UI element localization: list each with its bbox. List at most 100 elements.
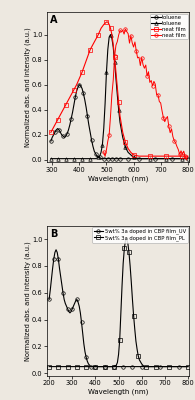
toluene <box>170 156 173 161</box>
toluene <box>119 120 121 125</box>
Legend: toluene, toluene, neat film, neat film: toluene, toluene, neat film, neat film <box>150 14 188 39</box>
neat film <box>65 102 67 107</box>
neat film <box>86 55 89 60</box>
toluene <box>100 150 102 155</box>
neat film <box>181 154 183 158</box>
neat film <box>112 42 114 47</box>
toluene <box>84 156 86 161</box>
neat film <box>100 26 102 31</box>
Line: toluene: toluene <box>49 33 190 160</box>
neat film <box>124 140 127 145</box>
neat film <box>73 87 75 92</box>
toluene <box>50 156 52 161</box>
Line: neat film: neat film <box>49 20 190 158</box>
neat film <box>57 117 59 122</box>
neat film <box>154 154 156 158</box>
toluene <box>98 154 101 158</box>
neat film <box>107 20 109 24</box>
neat film <box>67 97 70 102</box>
toluene <box>105 70 108 74</box>
neat film <box>92 42 94 47</box>
neat film <box>149 154 151 158</box>
toluene <box>187 156 189 161</box>
5wt% 3a doped in CBP film_UV <box>178 364 180 369</box>
5wt% 3a doped in CBP film_PL <box>48 364 50 369</box>
Line: toluene: toluene <box>49 83 190 160</box>
neat film <box>143 154 146 158</box>
Text: A: A <box>50 15 57 25</box>
neat film <box>81 70 83 74</box>
neat film <box>130 150 132 155</box>
toluene <box>92 144 94 148</box>
toluene <box>67 156 70 161</box>
neat film <box>97 32 99 37</box>
neat film <box>187 154 189 158</box>
neat film <box>184 154 186 158</box>
toluene <box>50 139 52 144</box>
5wt% 3a doped in CBP film_PL <box>178 364 180 369</box>
neat film <box>115 70 117 74</box>
toluene <box>103 126 105 131</box>
neat film <box>70 92 72 97</box>
neat film <box>176 154 178 158</box>
5wt% 3a doped in CBP film_UV <box>48 297 50 302</box>
toluene <box>130 152 132 157</box>
neat film <box>130 33 132 38</box>
toluene <box>94 156 97 161</box>
toluene <box>59 156 62 161</box>
neat film <box>121 130 124 135</box>
toluene <box>181 156 183 161</box>
neat film <box>89 47 91 52</box>
Y-axis label: Normalized abs. and intensity (a.u.): Normalized abs. and intensity (a.u.) <box>24 241 31 361</box>
toluene <box>132 155 135 160</box>
toluene <box>57 156 59 161</box>
toluene <box>160 156 162 161</box>
toluene <box>60 132 63 137</box>
toluene <box>89 156 91 161</box>
5wt% 3a doped in CBP film_UV <box>187 364 189 369</box>
neat film <box>116 85 119 90</box>
5wt% 3a doped in CBP film_PL <box>120 310 122 315</box>
neat film <box>51 128 53 132</box>
neat film <box>117 100 120 105</box>
toluene <box>117 107 120 112</box>
toluene <box>143 156 146 161</box>
5wt% 3a doped in CBP film_PL <box>187 364 189 369</box>
5wt% 3a doped in CBP film_PL <box>92 364 94 369</box>
toluene <box>111 36 113 41</box>
toluene <box>65 156 67 161</box>
toluene <box>138 156 140 161</box>
5wt% 3a doped in CBP film_PL <box>126 237 128 242</box>
5wt% 3a doped in CBP film_PL <box>110 364 113 369</box>
neat film <box>138 154 140 158</box>
neat film <box>62 107 64 112</box>
toluene <box>113 60 116 64</box>
neat film <box>54 122 56 127</box>
neat film <box>165 154 167 158</box>
toluene <box>57 126 59 131</box>
neat film <box>127 146 129 151</box>
neat film <box>84 62 86 67</box>
neat film <box>187 154 189 159</box>
toluene <box>97 155 99 160</box>
5wt% 3a doped in CBP film_UV <box>89 363 91 368</box>
Line: 5wt% 3a doped in CBP film_UV: 5wt% 3a doped in CBP film_UV <box>47 248 190 368</box>
neat film <box>109 26 112 31</box>
neat film <box>59 112 62 117</box>
toluene <box>116 92 119 97</box>
toluene <box>104 101 106 106</box>
toluene <box>108 35 110 40</box>
toluene <box>154 156 156 161</box>
Text: B: B <box>50 228 57 238</box>
5wt% 3a doped in CBP film_UV <box>104 364 106 369</box>
toluene <box>51 156 53 161</box>
toluene <box>124 145 127 150</box>
toluene <box>176 156 178 161</box>
neat film <box>146 74 148 78</box>
toluene <box>109 32 112 37</box>
toluene <box>73 156 75 161</box>
Line: 5wt% 3a doped in CBP film_PL: 5wt% 3a doped in CBP film_PL <box>47 237 190 368</box>
neat film <box>162 115 165 120</box>
neat film <box>143 66 146 71</box>
toluene <box>81 156 83 161</box>
